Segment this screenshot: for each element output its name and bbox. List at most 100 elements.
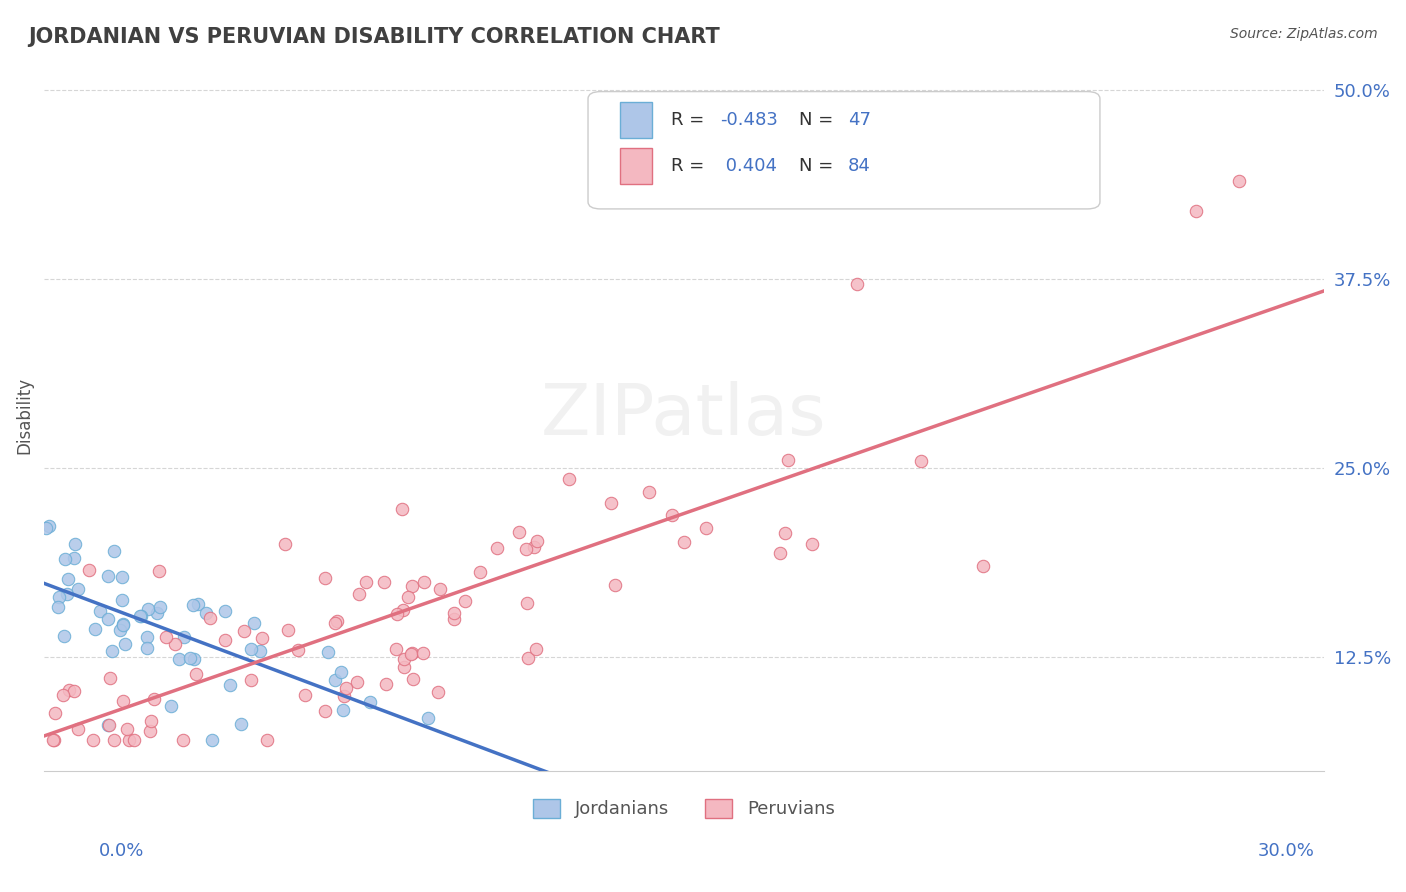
Point [38, 519, 60, 533]
Point [63, 550, 86, 565]
Point [401, 647, 423, 661]
Point [118, 733, 141, 747]
Point [111, 617, 134, 632]
Point [55, 587, 77, 601]
Point [318, 645, 340, 659]
Point [129, 609, 152, 624]
Point [155, 630, 177, 644]
Point [159, 699, 181, 714]
Point [173, 630, 195, 644]
Point [335, 681, 357, 695]
Point [181, 598, 204, 612]
Point [84, 622, 107, 636]
Point [314, 571, 336, 585]
Point [139, 723, 162, 738]
Point [66, 723, 89, 737]
Point [243, 616, 266, 631]
Point [169, 651, 191, 665]
Point [429, 582, 451, 597]
Point [329, 665, 352, 679]
Text: ZIPatlas: ZIPatlas [541, 381, 827, 450]
Point [183, 652, 205, 666]
Point [526, 534, 548, 549]
Point [111, 694, 134, 708]
Point [391, 501, 413, 516]
Point [314, 704, 336, 718]
Point [359, 695, 381, 709]
Point [97, 718, 120, 732]
Point [972, 559, 994, 574]
Point [179, 651, 201, 665]
Point [517, 650, 540, 665]
Point [277, 623, 299, 637]
Point [136, 601, 159, 615]
Point [485, 541, 508, 556]
Point [256, 733, 278, 747]
Point [402, 672, 425, 686]
Point [141, 714, 163, 729]
Point [294, 689, 316, 703]
Point [136, 640, 159, 655]
Point [325, 614, 347, 628]
Text: JORDANIAN VS PERUVIAN DISABILITY CORRELATION CHART: JORDANIAN VS PERUVIAN DISABILITY CORRELA… [28, 27, 720, 46]
Point [274, 537, 297, 551]
Point [524, 642, 547, 657]
Point [401, 579, 423, 593]
Point [56, 572, 79, 586]
Point [515, 542, 537, 557]
Point [443, 612, 465, 626]
Point [136, 630, 159, 644]
Text: 84: 84 [848, 157, 870, 175]
Text: 0.404: 0.404 [720, 157, 778, 175]
Point [239, 673, 262, 688]
Point [523, 540, 546, 554]
Text: N =: N = [799, 111, 839, 129]
Point [558, 472, 581, 486]
FancyBboxPatch shape [620, 148, 652, 184]
Point [375, 677, 398, 691]
Point [385, 641, 408, 656]
Point [42, 733, 65, 747]
Point [108, 623, 131, 637]
Point [214, 632, 236, 647]
Point [63, 684, 86, 698]
Point [214, 604, 236, 618]
Point [323, 615, 346, 630]
Point [249, 644, 271, 658]
Point [470, 565, 492, 579]
Point [44, 706, 66, 720]
Point [103, 733, 125, 747]
FancyBboxPatch shape [620, 103, 652, 138]
Point [129, 608, 152, 623]
FancyBboxPatch shape [588, 92, 1099, 209]
Point [198, 611, 221, 625]
Text: R =: R = [671, 111, 710, 129]
Text: 0.0%: 0.0% [98, 842, 143, 860]
Point [373, 574, 395, 589]
Point [287, 642, 309, 657]
Text: 47: 47 [848, 111, 870, 129]
Point [122, 733, 145, 747]
Point [775, 525, 797, 540]
Point [52, 688, 75, 702]
Point [194, 607, 217, 621]
Point [1227, 174, 1250, 188]
Point [416, 711, 439, 725]
Text: N =: N = [799, 157, 839, 175]
Point [426, 684, 449, 698]
Point [55, 552, 77, 566]
Legend: Jordanians, Peruvians: Jordanians, Peruvians [526, 792, 842, 826]
Point [845, 277, 868, 292]
Point [769, 546, 792, 560]
Point [82, 733, 104, 747]
Point [387, 607, 409, 621]
Point [97, 569, 120, 583]
Point [35, 521, 58, 535]
Point [396, 590, 419, 604]
Point [98, 671, 121, 685]
Point [603, 577, 626, 591]
Text: 30.0%: 30.0% [1258, 842, 1315, 860]
Point [672, 535, 695, 549]
Point [111, 593, 134, 607]
Point [801, 537, 824, 551]
